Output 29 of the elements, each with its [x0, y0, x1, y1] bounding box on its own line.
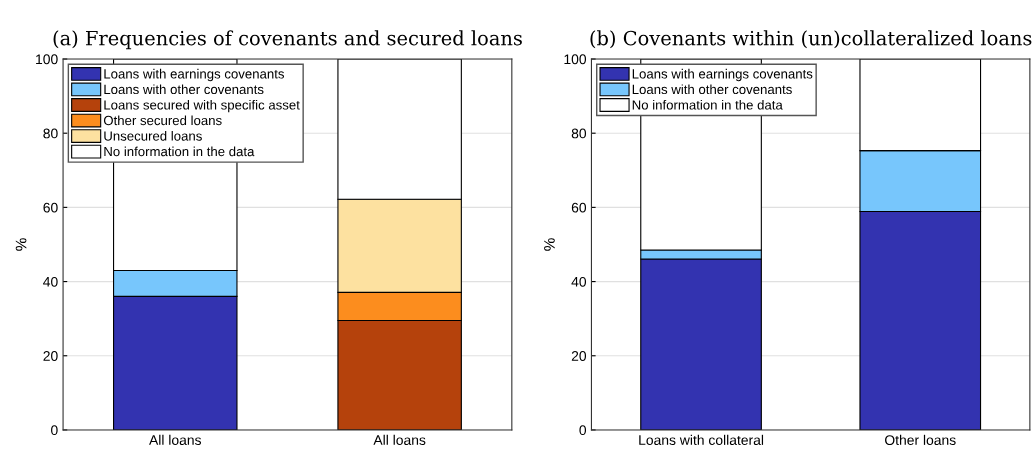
- y-tick-label: 40: [571, 276, 587, 287]
- legend-label: Loans with earnings covenants: [104, 68, 285, 82]
- legend-label: No information in the data: [632, 99, 783, 110]
- legend-label: Other secured loans: [103, 115, 222, 126]
- legend-label: Unsecured loans: [104, 131, 202, 141]
- legend-label: Loans with other covenants: [632, 84, 792, 95]
- chart-title: (b) Covenants within (un)collateralized loans: [590, 30, 1032, 49]
- x-tick-label: Other loans: [885, 434, 956, 445]
- y-tick-label: 100: [564, 54, 587, 65]
- x-tick-label: All loans: [149, 434, 202, 445]
- legend-label: No information in the data: [104, 146, 255, 157]
- chart-title: (a) Frequencies of covenants and secured loans: [53, 30, 522, 50]
- x-tick-label: All loans: [373, 434, 426, 445]
- y-tick-label: 80: [571, 128, 587, 139]
- y-tick-label: 60: [571, 202, 587, 213]
- y-tick-label: 20: [571, 351, 587, 361]
- y-tick-label: 20: [43, 351, 58, 361]
- y-tick-label: 100: [36, 54, 58, 65]
- y-tick-label: 0: [579, 425, 587, 436]
- y-tick-label: 40: [43, 276, 58, 287]
- legend-label: Loans with other covenants: [104, 84, 264, 95]
- legend-label: Loans with earnings covenants: [632, 68, 813, 82]
- y-axis-title: %: [544, 238, 555, 251]
- legend-label: Loans secured with specific asset: [104, 99, 300, 113]
- y-axis-title: %: [15, 238, 27, 251]
- y-tick-label: 80: [43, 128, 58, 139]
- y-tick-label: 0: [51, 425, 58, 436]
- x-tick-label: Loans with collateral: [639, 434, 764, 445]
- y-tick-label: 60: [43, 202, 58, 213]
